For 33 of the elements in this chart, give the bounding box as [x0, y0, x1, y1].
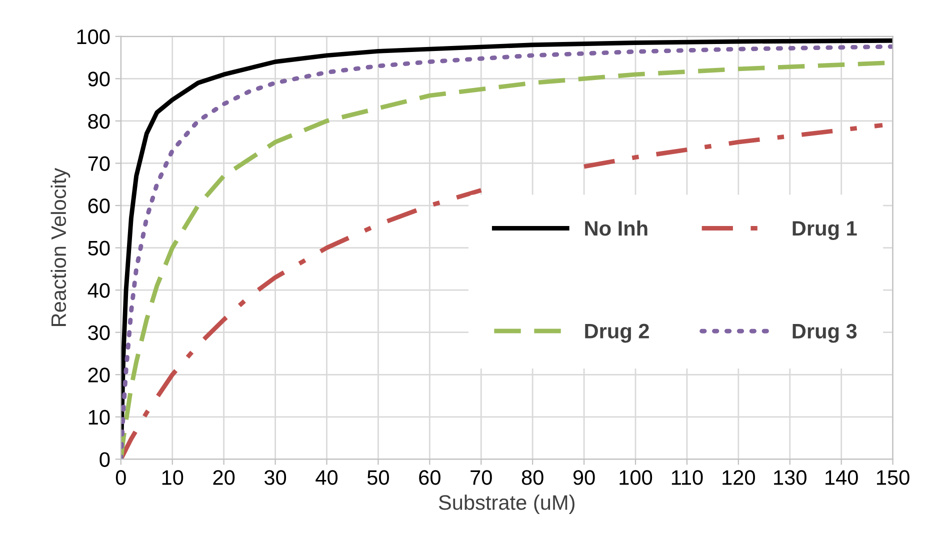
x-tick-label: 60 [419, 470, 440, 485]
y-tick-label: 40 [88, 283, 110, 298]
x-tick-label: 50 [367, 470, 389, 485]
y-tick-label: 30 [88, 325, 110, 340]
x-tick-label: 120 [722, 470, 755, 485]
x-tick-label: 130 [774, 470, 806, 485]
y-tick-label: 100 [77, 29, 110, 44]
legend-label: Drug 1 [792, 221, 857, 240]
x-tick-label: 20 [213, 470, 235, 485]
x-tick-label: 90 [573, 470, 595, 485]
x-tick-label: 30 [264, 470, 286, 485]
y-tick-label: 10 [88, 410, 110, 425]
x-tick-label: 10 [162, 470, 184, 485]
legend-label: Drug 3 [792, 324, 857, 343]
y-tick-label: 90 [88, 72, 110, 86]
x-tick-label: 0 [116, 470, 126, 485]
x-tick-label: 40 [316, 470, 338, 485]
x-tick-label: 150 [877, 470, 910, 485]
y-tick-label: 0 [100, 452, 110, 467]
y-tick-label: 70 [88, 156, 110, 171]
x-axis-title: Substrate (uM) [438, 494, 574, 514]
y-tick-label: 60 [88, 198, 110, 214]
x-tick-label: 80 [522, 470, 544, 485]
x-tick-label: 140 [826, 470, 858, 485]
y-tick-label: 80 [88, 114, 110, 129]
y-axis-title: Reaction Velocity [50, 168, 70, 326]
y-tick-label: 20 [88, 368, 110, 382]
x-tick-label: 70 [470, 470, 492, 485]
legend-label: No Inh [585, 220, 648, 236]
legend-label: Drug 2 [585, 324, 649, 343]
y-tick-label: 50 [88, 240, 110, 256]
x-tick-label: 100 [620, 470, 652, 485]
x-tick-label: 110 [672, 470, 703, 485]
